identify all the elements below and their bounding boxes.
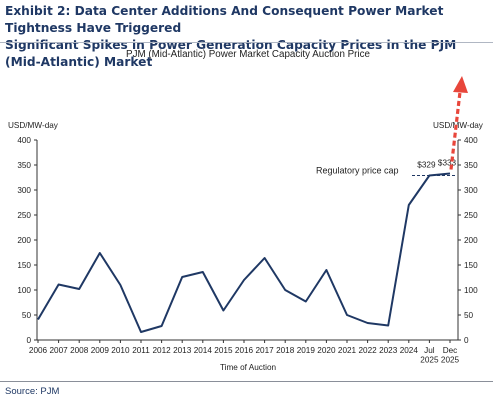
x-tick-label: 2009 (91, 346, 110, 355)
x-tick-label: 2006 (29, 346, 48, 355)
regulatory-cap-label: Regulatory price cap (316, 166, 399, 176)
right-y-tick-label: 200 (464, 236, 478, 245)
right-y-tick-label: 300 (464, 186, 478, 195)
x-tick-label-line: 2013 (173, 346, 192, 355)
x-tick-label-line: 2008 (70, 346, 89, 355)
left-y-tick-label: 150 (17, 261, 31, 270)
x-tick-label: 2010 (111, 346, 130, 355)
x-axis-title: Time of Auction (220, 363, 277, 372)
x-tick-label: Dec 2025 (441, 346, 460, 365)
x-tick-label: 2015 (214, 346, 233, 355)
x-tick-label: 2007 (49, 346, 68, 355)
x-tick-label-line: 2018 (276, 346, 295, 355)
left-y-tick-label: 300 (17, 186, 31, 195)
x-tick-label-line: 2015 (214, 346, 233, 355)
x-tick-label-line: 2010 (111, 346, 130, 355)
left-y-tick-label: 400 (17, 136, 31, 145)
x-tick-label-line: 2021 (338, 346, 357, 355)
x-tick-label: 2017 (255, 346, 274, 355)
x-tick-label-line: 2023 (379, 346, 398, 355)
right-y-tick-label: 100 (464, 286, 478, 295)
x-tick-label: 2020 (317, 346, 336, 355)
exhibit-title: Exhibit 2: Data Center Additions And Con… (5, 3, 490, 71)
footer-divider (0, 381, 493, 382)
axes: 0 0 50 50 100 100 150 150 200 200 250 250 300 300 350 3… (17, 136, 478, 365)
x-tick-label-line: 2024 (400, 346, 419, 355)
exhibit-title-line-2: Significant Spikes in Power Generation C… (5, 38, 457, 69)
x-tick-label: 2019 (297, 346, 316, 355)
header-divider (0, 42, 493, 43)
data-label: $329 (417, 161, 436, 170)
x-tick-label-line: 2014 (194, 346, 213, 355)
x-tick-label: 2016 (235, 346, 254, 355)
x-tick-label: 2021 (338, 346, 357, 355)
source-note: Source: PJM (5, 386, 60, 397)
x-tick-label: 2014 (194, 346, 213, 355)
series-line (37, 172, 451, 333)
right-y-tick-label: 150 (464, 261, 478, 270)
x-tick-label-line: 2025 (441, 356, 460, 365)
right-y-tick-label: 250 (464, 211, 478, 220)
right-y-tick-label: 0 (464, 336, 469, 345)
x-tick-label: 2008 (70, 346, 89, 355)
x-tick-label-line: 2016 (235, 346, 254, 355)
data-label: $333 (438, 159, 457, 168)
x-tick-label-line: 2025 (420, 356, 439, 365)
x-tick-label: 2011 (132, 346, 150, 355)
x-tick-label-line: 2012 (152, 346, 171, 355)
x-tick-label-line: 2019 (297, 346, 316, 355)
x-tick-label: 2022 (358, 346, 377, 355)
exhibit-title-line-1: Exhibit 2: Data Center Additions And Con… (5, 4, 444, 35)
x-tick-label-line: 2022 (358, 346, 377, 355)
x-tick-label-line: 2017 (255, 346, 274, 355)
left-y-tick-label: 200 (17, 236, 31, 245)
x-tick-label-line: Jul (424, 346, 435, 355)
right-y-tick-label: 400 (464, 136, 478, 145)
x-tick-label: 2018 (276, 346, 295, 355)
left-y-tick-label: 0 (26, 336, 31, 345)
x-tick-label-line: Dec (443, 346, 458, 355)
left-y-tick-label: 100 (17, 286, 31, 295)
right-axis-unit-label: USD/MW-day (433, 121, 484, 130)
price-spike-arrowhead (453, 76, 468, 93)
x-tick-label: 2013 (173, 346, 192, 355)
right-y-tick-label: 350 (464, 161, 478, 170)
x-tick-label: Jul 2025 (420, 346, 439, 365)
left-y-tick-label: 350 (17, 161, 31, 170)
plot-area: Regulatory price cap $329 $333 (37, 76, 468, 333)
left-axis-unit-label: USD/MW-day (8, 121, 59, 130)
left-y-tick-label: 250 (17, 211, 31, 220)
chart-title: PJM (Mid-Atlantic) Power Market Capacity… (126, 49, 370, 60)
x-tick-label-line: 2020 (317, 346, 336, 355)
x-tick-label: 2024 (400, 346, 419, 355)
x-tick-label-line: 2009 (91, 346, 110, 355)
right-y-tick-label: 50 (464, 311, 474, 320)
price-spike-arrow (449, 91, 462, 170)
x-tick-label-line: 2011 (132, 346, 150, 355)
x-tick-label: 2023 (379, 346, 398, 355)
x-tick-label-line: 2006 (29, 346, 48, 355)
x-tick-label-line: 2007 (49, 346, 68, 355)
x-tick-label: 2012 (152, 346, 171, 355)
left-y-tick-label: 50 (22, 311, 32, 320)
